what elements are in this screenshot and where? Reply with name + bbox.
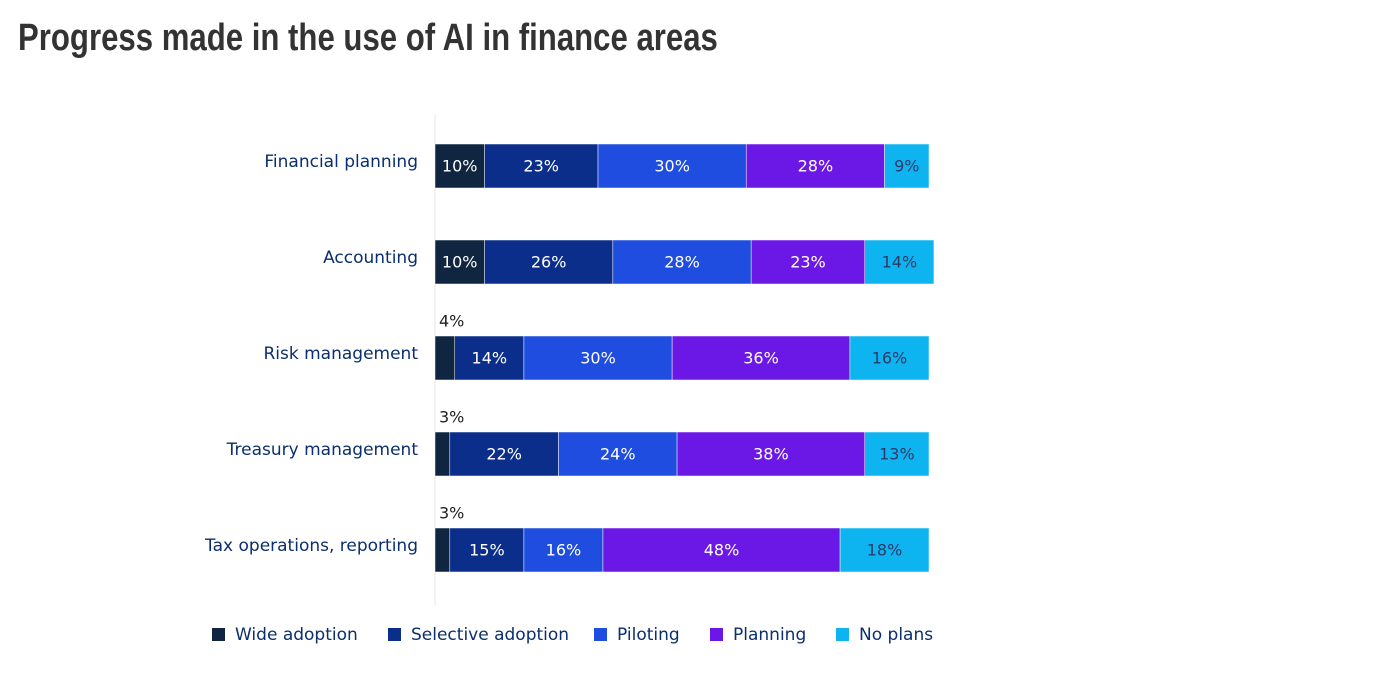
category-label: Financial planning — [264, 152, 418, 172]
bar-segment — [884, 143, 930, 189]
bar-segment — [434, 431, 451, 477]
value-label: 14% — [882, 253, 918, 272]
bar-segment — [597, 143, 747, 189]
bar-segment — [434, 527, 451, 573]
bar-segment — [523, 527, 604, 573]
bar-segment — [449, 431, 559, 477]
value-label: 23% — [790, 253, 826, 272]
bar-segment — [849, 335, 930, 381]
legend-swatch — [212, 628, 225, 641]
value-label: 30% — [654, 157, 690, 176]
bar-segment — [434, 143, 485, 189]
legend-swatch — [710, 628, 723, 641]
value-label: 3% — [439, 504, 464, 523]
bar-segment — [612, 239, 752, 285]
legend-label: No plans — [859, 625, 933, 645]
value-label: 10% — [442, 253, 478, 272]
category-label: Accounting — [323, 248, 418, 268]
bar-segment — [434, 335, 456, 381]
legend-swatch — [594, 628, 607, 641]
chart-title: Progress made in the use of AI in financ… — [18, 17, 718, 59]
value-label: 3% — [439, 408, 464, 427]
bar-segment — [671, 335, 851, 381]
value-label: 30% — [580, 349, 616, 368]
value-label: 38% — [753, 445, 789, 464]
legend-swatch — [388, 628, 401, 641]
bar-segment — [454, 335, 525, 381]
category-label: Tax operations, reporting — [204, 536, 418, 556]
value-label: 14% — [472, 349, 508, 368]
value-label: 16% — [546, 541, 582, 560]
category-label: Risk management — [263, 344, 418, 364]
value-label: 22% — [486, 445, 522, 464]
value-label: 48% — [704, 541, 740, 560]
value-label: 26% — [531, 253, 567, 272]
bar-segment — [864, 239, 935, 285]
value-label: 36% — [743, 349, 779, 368]
legend-label: Planning — [733, 625, 806, 645]
category-label: Treasury management — [226, 440, 419, 460]
bar-segment — [676, 431, 866, 477]
legend-label: Selective adoption — [411, 625, 569, 645]
legend-label: Wide adoption — [235, 625, 358, 645]
value-label: 23% — [523, 157, 559, 176]
bar-segment — [750, 239, 866, 285]
value-label: 13% — [879, 445, 915, 464]
legend-swatch — [836, 628, 849, 641]
value-label: 15% — [469, 541, 505, 560]
bar-segment — [839, 527, 930, 573]
value-label: 28% — [664, 253, 700, 272]
bar-segment — [523, 335, 673, 381]
legend-label: Piloting — [617, 625, 680, 645]
bar-segment — [449, 527, 525, 573]
value-label: 16% — [872, 349, 908, 368]
value-label: 24% — [600, 445, 636, 464]
bar-segment — [484, 143, 599, 189]
bar-segment — [434, 239, 485, 285]
value-label: 4% — [439, 312, 464, 331]
bar-segment — [602, 527, 841, 573]
value-label: 28% — [798, 157, 834, 176]
bar-segment — [864, 431, 930, 477]
value-label: 9% — [894, 157, 919, 176]
value-label: 10% — [442, 157, 478, 176]
bar-segment — [558, 431, 678, 477]
value-label: 18% — [867, 541, 903, 560]
